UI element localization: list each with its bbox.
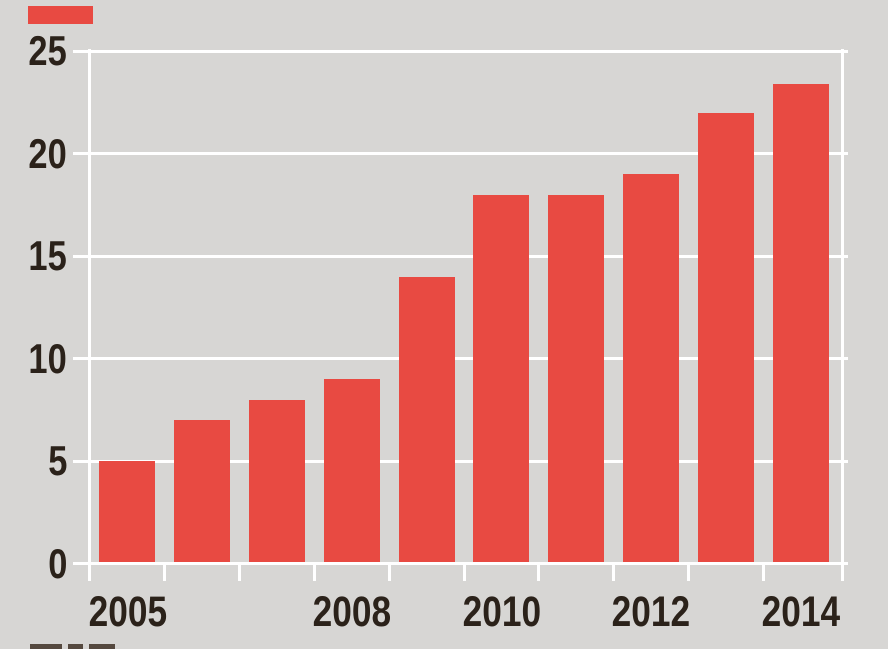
x-axis-tick <box>163 562 167 581</box>
plot-right-edge-line <box>841 49 844 581</box>
x-tick-label-text: 2010 <box>462 588 541 636</box>
x-axis-tick <box>761 562 765 581</box>
x-tick-label-text: 2008 <box>312 588 392 636</box>
x-tick-label: 2005 <box>52 591 202 634</box>
y-tick-label: 10 <box>0 334 67 382</box>
y-tick-label-text: 5 <box>47 437 67 484</box>
y-tick-label-text: 20 <box>28 129 67 177</box>
x-axis-tick <box>462 562 466 581</box>
bar-2005 <box>99 461 156 564</box>
bar-2010 <box>473 194 530 564</box>
caption-sliver-segment <box>68 644 83 649</box>
caption-sliver-segment <box>30 644 62 649</box>
x-axis-tick <box>537 562 541 581</box>
bar-2012 <box>623 174 679 564</box>
y-tick-label-text: 10 <box>28 334 67 382</box>
x-axis-tick <box>686 562 690 581</box>
gridline <box>73 357 848 360</box>
x-tick-label-text: 2005 <box>88 588 167 636</box>
plot-left-edge-line <box>88 49 91 581</box>
x-axis-tick <box>238 562 242 581</box>
y-tick-label: 25 <box>0 30 67 72</box>
bar-2008 <box>323 379 380 564</box>
x-tick-label: 2008 <box>277 591 427 634</box>
gridline <box>73 459 848 463</box>
x-axis-tick <box>387 562 391 581</box>
bar-2014 <box>772 83 829 564</box>
x-tick-label: 2010 <box>426 591 576 634</box>
bar-2009 <box>398 276 455 564</box>
gridline <box>73 49 848 53</box>
y-tick-label: 15 <box>0 235 67 277</box>
x-axis-tick <box>312 562 316 581</box>
y-tick-label-text: 25 <box>28 27 67 74</box>
y-tick-label-text: 15 <box>28 232 67 279</box>
y-tick-label: 0 <box>0 539 67 587</box>
gridline <box>73 254 848 258</box>
gridline <box>73 152 848 155</box>
y-tick-label: 20 <box>0 129 67 177</box>
x-axis-tick <box>612 562 616 581</box>
baseline <box>73 562 848 565</box>
y-tick-label-text: 0 <box>47 539 67 587</box>
bar-2011 <box>548 194 605 564</box>
bar-2013 <box>697 112 754 564</box>
x-tick-label-text: 2012 <box>611 588 691 636</box>
y-tick-label: 5 <box>0 440 67 482</box>
bar-2006 <box>174 420 231 564</box>
bar-2007 <box>249 399 305 564</box>
x-tick-label: 2012 <box>576 591 726 634</box>
caption-sliver-segment <box>89 644 115 649</box>
cropped-red-block <box>28 6 93 24</box>
x-tick-label-text: 2014 <box>761 588 840 636</box>
x-tick-label: 2014 <box>726 591 876 634</box>
